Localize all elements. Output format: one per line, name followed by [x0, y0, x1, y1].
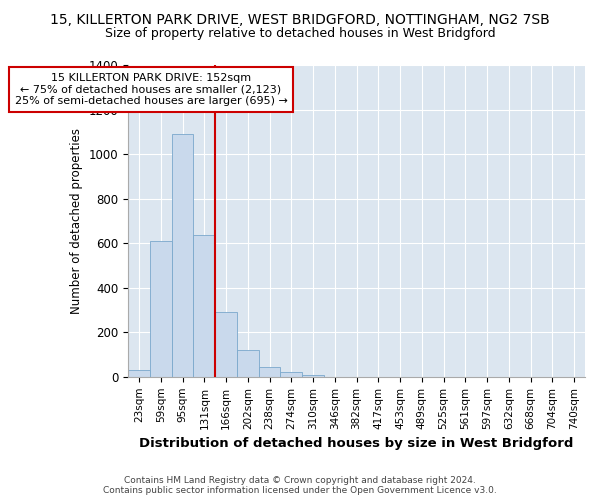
- Text: Size of property relative to detached houses in West Bridgford: Size of property relative to detached ho…: [104, 28, 496, 40]
- Bar: [259, 367, 280, 377]
- Bar: [302, 374, 324, 377]
- Bar: [237, 350, 259, 377]
- Y-axis label: Number of detached properties: Number of detached properties: [70, 128, 83, 314]
- Text: 15 KILLERTON PARK DRIVE: 152sqm
← 75% of detached houses are smaller (2,123)
25%: 15 KILLERTON PARK DRIVE: 152sqm ← 75% of…: [14, 73, 287, 106]
- X-axis label: Distribution of detached houses by size in West Bridgford: Distribution of detached houses by size …: [139, 437, 574, 450]
- Bar: [150, 241, 172, 377]
- Bar: [172, 134, 193, 377]
- Bar: [215, 312, 237, 377]
- Bar: [193, 236, 215, 377]
- Text: Contains HM Land Registry data © Crown copyright and database right 2024.
Contai: Contains HM Land Registry data © Crown c…: [103, 476, 497, 495]
- Bar: [128, 370, 150, 377]
- Text: 15, KILLERTON PARK DRIVE, WEST BRIDGFORD, NOTTINGHAM, NG2 7SB: 15, KILLERTON PARK DRIVE, WEST BRIDGFORD…: [50, 12, 550, 26]
- Bar: [280, 372, 302, 377]
